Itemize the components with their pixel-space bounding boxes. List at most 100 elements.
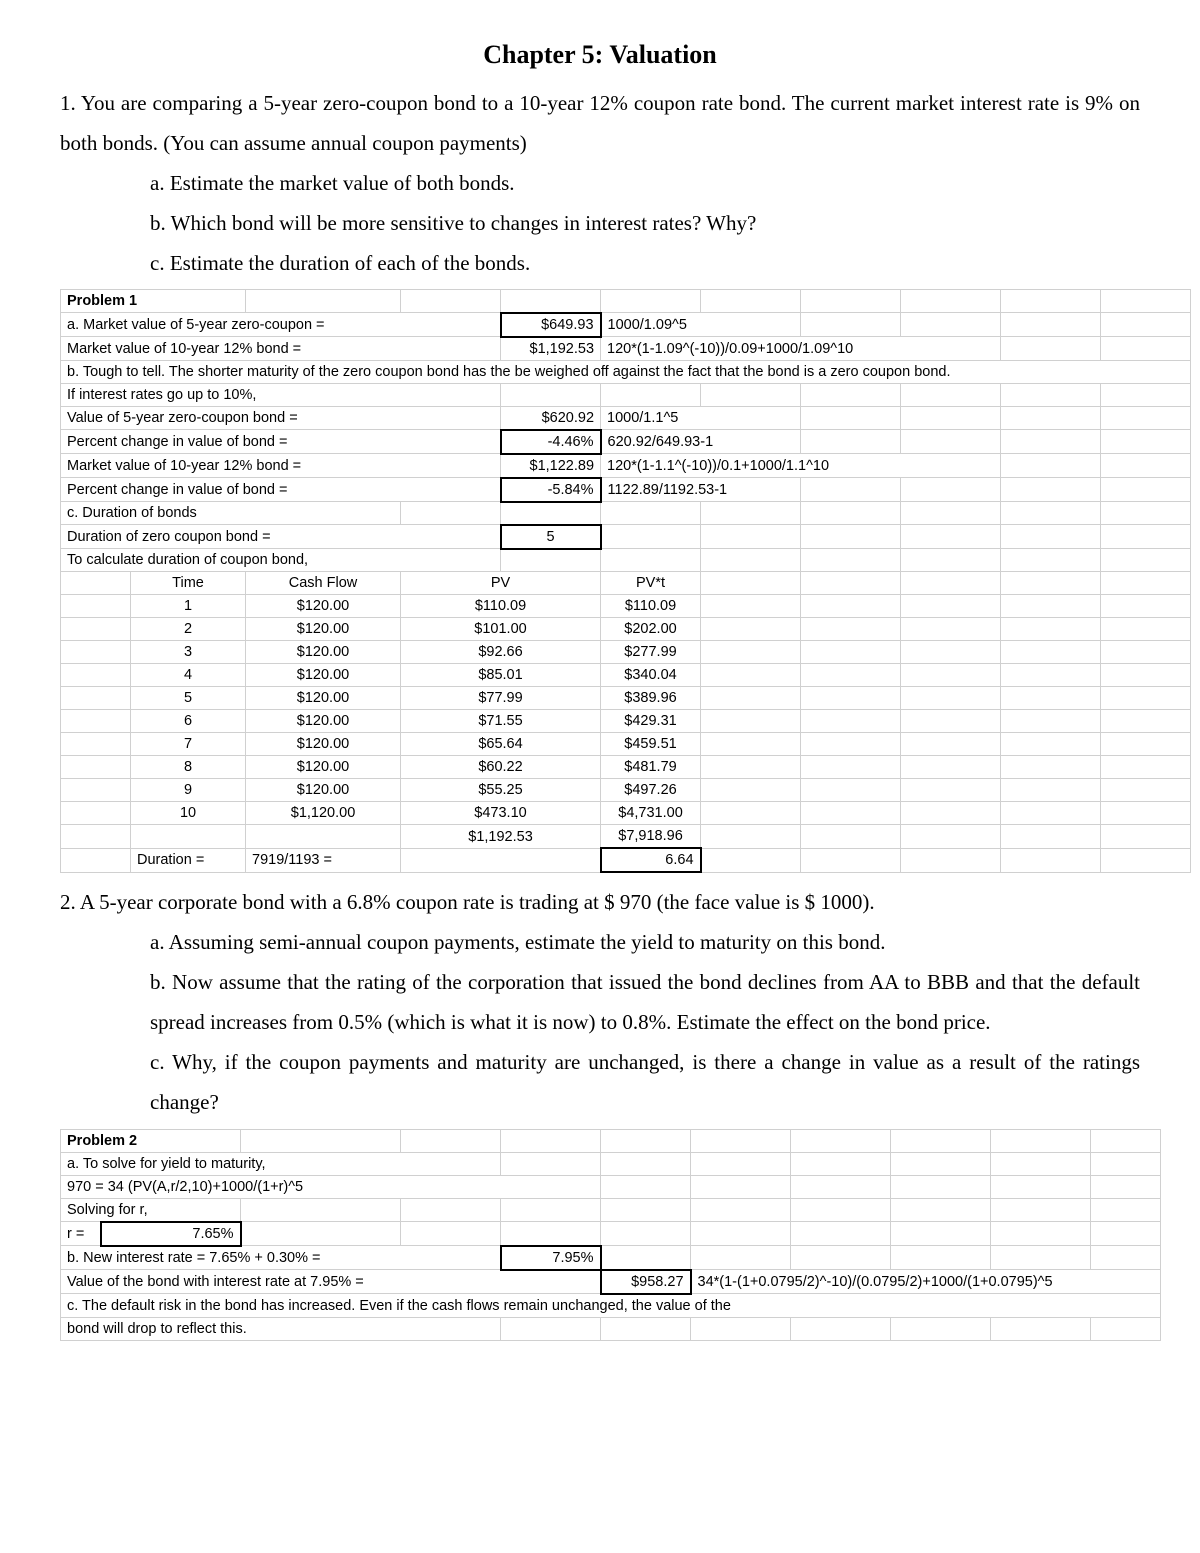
sum-cell: $7,918.96 [601, 825, 701, 849]
table-row: Duration of zero coupon bond =5 [61, 525, 1191, 549]
formula-cell: 34*(1-(1+0.0795/2)^-10)/(0.0795/2)+1000/… [691, 1270, 1161, 1294]
sum-cell: $1,192.53 [401, 825, 601, 849]
cell: 3 [131, 641, 246, 664]
q1-c: c. Estimate the duration of each of the … [60, 244, 1140, 284]
value-cell: $958.27 [601, 1270, 691, 1294]
note: c. The default risk in the bond has incr… [61, 1294, 1161, 1318]
label: r = [61, 1222, 101, 1246]
label: Percent change in value of bond = [61, 478, 501, 502]
cell: $481.79 [601, 756, 701, 779]
cell: $120.00 [246, 710, 401, 733]
table-row: 5$120.00$77.99$389.96 [61, 687, 1191, 710]
table-row: Problem 1 [61, 290, 1191, 313]
value-cell: 6.64 [601, 848, 701, 872]
table-row: Value of 5-year zero-coupon bond =$620.9… [61, 406, 1191, 430]
cell: 8 [131, 756, 246, 779]
problem-1-table: Problem 1 a. Market value of 5-year zero… [60, 289, 1191, 873]
col-header: Time [131, 572, 246, 595]
table-row: c. Duration of bonds [61, 502, 1191, 525]
cell: 1 [131, 595, 246, 618]
value-cell: $1,192.53 [501, 337, 601, 361]
table-row: TimeCash FlowPVPV*t [61, 572, 1191, 595]
value-cell: $649.93 [501, 313, 601, 337]
label: Value of 5-year zero-coupon bond = [61, 406, 501, 430]
note: b. Tough to tell. The shorter maturity o… [61, 360, 1191, 383]
table-row: Market value of 10-year 12% bond =$1,122… [61, 454, 1191, 478]
cell: $473.10 [401, 802, 601, 825]
label: c. Duration of bonds [61, 502, 401, 525]
cell: $55.25 [401, 779, 601, 802]
table-row: 6$120.00$71.55$429.31 [61, 710, 1191, 733]
q1-intro: 1. You are comparing a 5-year zero-coupo… [60, 84, 1140, 164]
cell: 10 [131, 802, 246, 825]
cell: 2 [131, 618, 246, 641]
table-row: 9$120.00$55.25$497.26 [61, 779, 1191, 802]
problem-2-table: Problem 2 a. To solve for yield to matur… [60, 1129, 1161, 1341]
label: Value of the bond with interest rate at … [61, 1270, 601, 1294]
label: Market value of 10-year 12% bond = [61, 454, 501, 478]
table-row: Duration =7919/1193 = 6.64 [61, 848, 1191, 872]
cell: $429.31 [601, 710, 701, 733]
table-row: Market value of 10-year 12% bond =$1,192… [61, 337, 1191, 361]
cell: 7919/1193 = [246, 848, 401, 872]
formula-cell: 120*(1-1.1^(-10))/0.1+1000/1.1^10 [601, 454, 1001, 478]
cell: $92.66 [401, 641, 601, 664]
cell: $120.00 [246, 664, 401, 687]
cell: $4,731.00 [601, 802, 701, 825]
table-row: bond will drop to reflect this. [61, 1317, 1161, 1340]
cell: $110.09 [401, 595, 601, 618]
formula-cell: 1122.89/1192.53-1 [601, 478, 801, 502]
label: Market value of 10-year 12% bond = [61, 337, 501, 361]
formula-cell: 620.92/649.93-1 [601, 430, 801, 454]
label: Duration of zero coupon bond = [61, 525, 501, 549]
table-row: If interest rates go up to 10%, [61, 383, 1191, 406]
table-row: To calculate duration of coupon bond, [61, 549, 1191, 572]
table-row: 1$120.00$110.09$110.09 [61, 595, 1191, 618]
cell: 5 [131, 687, 246, 710]
cell: $389.96 [601, 687, 701, 710]
label: If interest rates go up to 10%, [61, 383, 501, 406]
cell: $120.00 [246, 641, 401, 664]
cell: $120.00 [246, 779, 401, 802]
label: To calculate duration of coupon bond, [61, 549, 501, 572]
value-cell: $620.92 [501, 406, 601, 430]
table-row: c. The default risk in the bond has incr… [61, 1294, 1161, 1318]
q2-b: b. Now assume that the rating of the cor… [60, 963, 1140, 1043]
table-row: Percent change in value of bond =-5.84%1… [61, 478, 1191, 502]
label: a. To solve for yield to maturity, [61, 1152, 501, 1175]
formula-cell: 120*(1-1.09^(-10))/0.09+1000/1.09^10 [601, 337, 1001, 361]
formula-cell: 1000/1.09^5 [601, 313, 801, 337]
cell: $110.09 [601, 595, 701, 618]
cell: $340.04 [601, 664, 701, 687]
table-row: r =7.65% [61, 1222, 1161, 1246]
table-row: 7$120.00$65.64$459.51 [61, 733, 1191, 756]
table-row: Percent change in value of bond =-4.46%6… [61, 430, 1191, 454]
cell: 9 [131, 779, 246, 802]
problem-2-header: Problem 2 [61, 1129, 241, 1152]
cell: $120.00 [246, 733, 401, 756]
cell: $85.01 [401, 664, 601, 687]
formula-cell: 1000/1.1^5 [601, 406, 801, 430]
q2-a: a. Assuming semi-annual coupon payments,… [60, 923, 1140, 963]
cell: $120.00 [246, 595, 401, 618]
q2-c: c. Why, if the coupon payments and matur… [60, 1043, 1140, 1123]
table-row: 8$120.00$60.22$481.79 [61, 756, 1191, 779]
cell: $1,120.00 [246, 802, 401, 825]
cell: 6 [131, 710, 246, 733]
table-row: a. To solve for yield to maturity, [61, 1152, 1161, 1175]
table-row: 3$120.00$92.66$277.99 [61, 641, 1191, 664]
cell: $277.99 [601, 641, 701, 664]
value-cell: -5.84% [501, 478, 601, 502]
label: Solving for r, [61, 1198, 241, 1222]
cell: $459.51 [601, 733, 701, 756]
table-row: b. New interest rate = 7.65% + 0.30% =7.… [61, 1246, 1161, 1270]
table-row: 4$120.00$85.01$340.04 [61, 664, 1191, 687]
problem-1-header: Problem 1 [61, 290, 246, 313]
value-cell: -4.46% [501, 430, 601, 454]
label: Duration = [131, 848, 246, 872]
table-row: a. Market value of 5-year zero-coupon =$… [61, 313, 1191, 337]
col-header: PV*t [601, 572, 701, 595]
cell: $497.26 [601, 779, 701, 802]
page-title: Chapter 5: Valuation [60, 40, 1140, 70]
cell: $120.00 [246, 618, 401, 641]
